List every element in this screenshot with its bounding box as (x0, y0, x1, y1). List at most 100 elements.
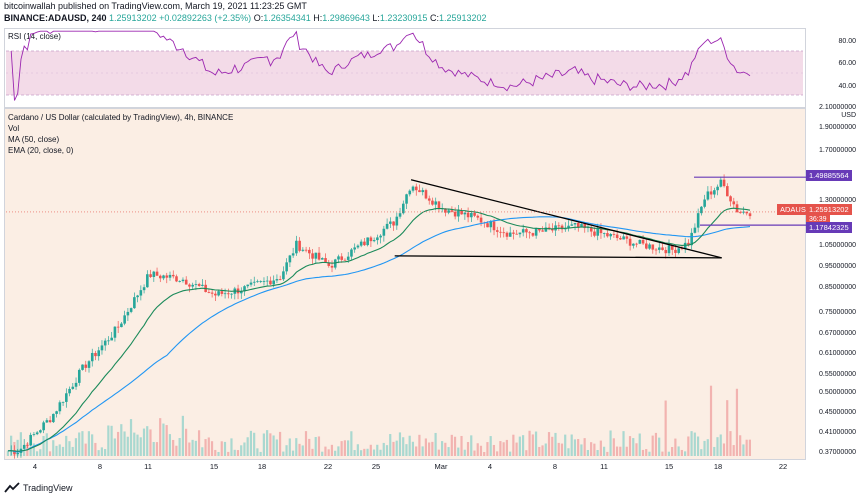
volume-bar (120, 424, 123, 456)
candle-body (648, 244, 651, 249)
volume-bar (424, 438, 427, 456)
volume-bar (502, 442, 505, 456)
candle-body (337, 256, 340, 260)
candle-body (667, 245, 671, 254)
candle-body (327, 262, 331, 266)
volume-bar (165, 425, 168, 456)
candle-body (635, 243, 638, 245)
volume-bar (68, 441, 71, 456)
candle-body (350, 249, 353, 257)
candle-body (573, 223, 577, 225)
candle-body (622, 236, 625, 240)
rsi-pane[interactable] (4, 28, 806, 108)
candle-body (68, 388, 71, 394)
candle-body (709, 191, 713, 195)
volume-bar (94, 442, 97, 456)
volume-bar (732, 445, 735, 456)
candle-body (366, 237, 369, 246)
volume-bar (619, 446, 622, 456)
volume-bar (525, 450, 528, 456)
candle-body (65, 393, 68, 402)
volume-bar (295, 438, 298, 456)
volume-bar (48, 451, 52, 456)
candle-body (16, 452, 20, 455)
candle-body (340, 256, 344, 260)
volume-bar (392, 441, 395, 456)
volume-bar (635, 443, 638, 456)
volume-bar (726, 400, 729, 456)
volume-bar (538, 446, 541, 456)
candle-body (165, 275, 169, 278)
volume-bar (311, 448, 314, 456)
volume-bar (547, 432, 551, 456)
volume-bar (742, 444, 745, 456)
volume-bar (521, 435, 525, 456)
volume-bar (379, 449, 382, 456)
candle-body (427, 198, 431, 201)
candle-body (405, 194, 408, 204)
volume-bar (398, 432, 402, 456)
volume-bar (136, 434, 139, 456)
candle-body (505, 232, 509, 237)
countdown-badge: 36:39 (806, 214, 830, 225)
candle-body (385, 223, 389, 229)
volume-bar (29, 447, 32, 456)
volume-bar (246, 437, 249, 456)
volume-bar (19, 432, 22, 456)
candle-body (596, 228, 600, 236)
volume-bar (129, 419, 133, 456)
candle-body (285, 262, 288, 272)
candle-body (77, 369, 81, 383)
volume-bar (671, 447, 674, 456)
candle-body (87, 361, 91, 368)
high-label: H: (313, 13, 323, 23)
volume-bar (149, 429, 152, 456)
volume-bar (217, 451, 220, 456)
volume-bar (168, 434, 172, 456)
volume-bar (372, 449, 376, 456)
volume-bar (602, 446, 606, 456)
candle-body (175, 276, 178, 282)
volume-bar (505, 439, 508, 456)
low-value: 1.23230915 (379, 13, 428, 23)
volume-bar (259, 451, 262, 456)
candle-body (424, 190, 428, 199)
candle-body (560, 225, 564, 230)
date-tick: 25 (371, 462, 381, 471)
date-tick: 8 (552, 462, 558, 471)
volume-bar (324, 446, 327, 456)
date-tick: Mar (434, 462, 448, 471)
volume-bar (645, 449, 648, 456)
volume-bar (551, 436, 554, 456)
candle-body (184, 279, 188, 285)
volume-bar (411, 441, 415, 456)
price-tick: 0.61000000 (819, 350, 856, 357)
price-pane[interactable] (4, 108, 806, 460)
candle-body (625, 236, 629, 239)
symbol-label: BINANCE:ADAUSD, 240 (4, 13, 107, 23)
volume-bar (641, 449, 645, 456)
candle-body (252, 281, 256, 283)
volume-bar (583, 438, 586, 456)
volume-bar (308, 438, 311, 456)
candle-body (593, 231, 596, 236)
volume-bar (748, 439, 751, 456)
volume-bar (489, 436, 492, 456)
tradingview-logo-icon (4, 482, 20, 493)
price-tick: 0.95000000 (819, 263, 856, 270)
candle-body (567, 225, 570, 229)
volume-bar (240, 445, 243, 456)
volume-bar (146, 426, 149, 456)
candle-body (48, 420, 52, 423)
candle-body (589, 227, 593, 232)
volume-bar (625, 446, 628, 456)
price-tick: 0.50000000 (819, 389, 856, 396)
candle-body (619, 238, 622, 240)
volume-bar (577, 439, 580, 456)
candle-body (61, 401, 65, 403)
candle-body (320, 258, 324, 260)
volume-bar (58, 444, 61, 456)
candle-body (641, 239, 645, 244)
candle-body (615, 234, 619, 239)
